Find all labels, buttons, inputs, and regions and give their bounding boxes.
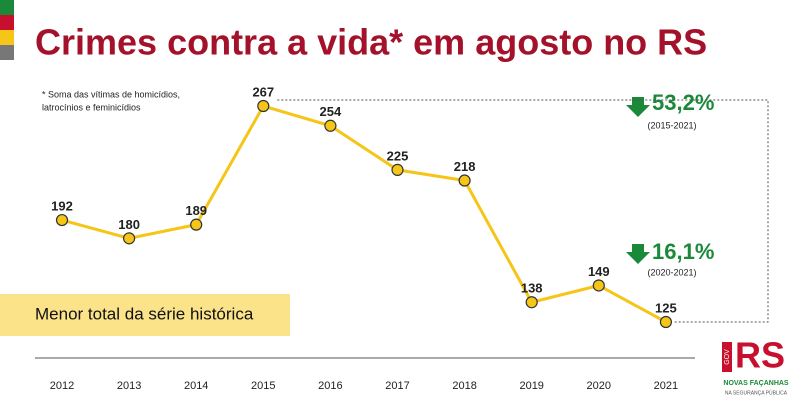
note: * Soma das vítimas de homicídios, — [42, 89, 180, 99]
point — [123, 232, 136, 245]
data-label: 125 — [655, 300, 677, 315]
logo-text: NA SEGURANÇA PÚBLICA — [725, 389, 788, 396]
stripe — [0, 45, 14, 60]
x-tick-label: 2019 — [519, 380, 543, 392]
x-tick-label: 2021 — [654, 380, 678, 392]
data-label: 225 — [387, 148, 409, 163]
data-label: 149 — [588, 264, 610, 279]
point — [458, 174, 471, 187]
logo-gov: GOV — [724, 349, 731, 365]
stripe — [0, 0, 14, 15]
note: latrocínios e feminicídios — [42, 102, 141, 112]
stripe — [0, 15, 14, 30]
stripe — [0, 30, 14, 45]
point — [525, 296, 538, 309]
annotation-period: (2020-2021) — [647, 267, 696, 277]
point — [592, 279, 605, 292]
point — [391, 163, 404, 176]
down-arrow — [626, 244, 650, 264]
logo-bar — [722, 342, 732, 372]
data-label: 138 — [521, 281, 543, 296]
annotation: 16,1% — [652, 239, 714, 264]
x-tick-label: 2014 — [184, 380, 208, 392]
x-tick-label: 2017 — [385, 380, 409, 392]
data-label: 218 — [454, 159, 476, 174]
x-tick-label: 2012 — [50, 380, 74, 392]
data-label: 180 — [118, 217, 140, 232]
line — [61, 104, 667, 324]
logo-text: NOVAS FAÇANHAS — [723, 380, 789, 387]
data-label: 189 — [185, 203, 207, 218]
x-tick-label: 2016 — [318, 380, 342, 392]
point — [55, 213, 69, 227]
annotation-period: (2015-2021) — [647, 120, 696, 130]
down-arrow — [626, 97, 650, 117]
x-tick-label: 2015 — [251, 380, 275, 392]
x-tick-label: 2020 — [587, 380, 611, 392]
data-label: 192 — [51, 199, 73, 214]
data-label: 267 — [252, 84, 274, 99]
point — [324, 119, 337, 132]
logo-mark: RS — [735, 335, 785, 376]
x-tick-label: 2018 — [452, 380, 476, 392]
point — [190, 218, 203, 231]
point — [257, 99, 270, 113]
callout-box — [0, 294, 290, 336]
point — [659, 315, 673, 329]
connector — [277, 99, 769, 323]
x-tick-label: 2013 — [117, 380, 141, 392]
callout: Menor total da série histórica — [35, 304, 254, 323]
data-label: 254 — [320, 104, 342, 119]
annotation: 53,2% — [652, 90, 714, 115]
chart-title: Crimes contra a vida* em agosto no RS — [35, 22, 707, 63]
